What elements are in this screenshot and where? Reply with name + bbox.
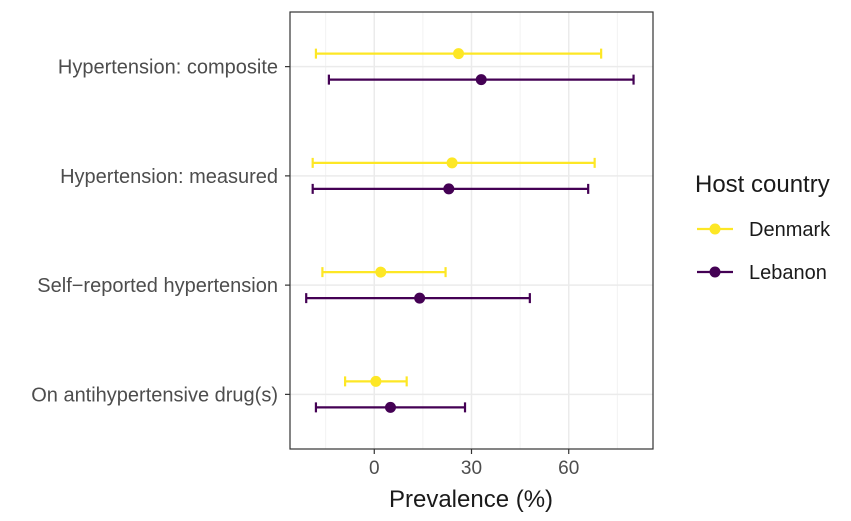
- denmark-estimate-point: [375, 266, 387, 278]
- denmark-estimate-point: [453, 48, 465, 60]
- legend-items: Denmark Lebanon: [697, 219, 831, 284]
- denmark-mark-hypertension-measured: [311, 157, 596, 169]
- legend-title: Host country: [695, 171, 830, 198]
- legend-label: Denmark: [749, 219, 831, 241]
- lebanon-mark-on-antihypertensive-drug-s: [314, 401, 467, 413]
- y-tick-label-on-antihypertensive-drug-s: On antihypertensive drug(s): [31, 384, 278, 406]
- denmark-mark-hypertension-composite: [314, 48, 603, 60]
- legend-key-point: [709, 223, 721, 235]
- legend-item-lebanon: Lebanon: [697, 262, 827, 284]
- y-tick-label-self-reported-hypertension: Self−reported hypertension: [37, 275, 278, 297]
- y-tick-label-hypertension-measured: Hypertension: measured: [60, 166, 278, 188]
- lebanon-estimate-point: [443, 183, 455, 195]
- y-tick-label-hypertension-composite: Hypertension: composite: [58, 57, 278, 79]
- lebanon-estimate-point: [475, 74, 487, 86]
- x-tick-label: 0: [369, 458, 380, 479]
- lebanon-estimate-point: [414, 292, 426, 304]
- denmark-mark-on-antihypertensive-drug-s: [343, 375, 408, 387]
- denmark-estimate-point: [446, 157, 458, 169]
- x-axis-title: Prevalence (%): [389, 486, 553, 513]
- x-tick-label: 30: [461, 458, 482, 479]
- grid-lines: [290, 12, 653, 449]
- error-bars: [305, 48, 635, 413]
- denmark-mark-self-reported-hypertension: [321, 266, 447, 278]
- denmark-estimate-point: [370, 375, 382, 387]
- legend: Host country Denmark Lebanon: [695, 171, 831, 284]
- x-tick-label: 60: [558, 458, 579, 479]
- legend-label: Lebanon: [749, 262, 827, 284]
- axes: Hypertension: composite Hypertension: mea…: [31, 57, 579, 479]
- lebanon-mark-hypertension-measured: [311, 183, 590, 195]
- lebanon-mark-self-reported-hypertension: [305, 292, 531, 304]
- lebanon-estimate-point: [384, 401, 396, 413]
- lebanon-mark-hypertension-composite: [327, 74, 635, 86]
- legend-item-denmark: Denmark: [697, 219, 831, 241]
- legend-key-point: [709, 266, 721, 278]
